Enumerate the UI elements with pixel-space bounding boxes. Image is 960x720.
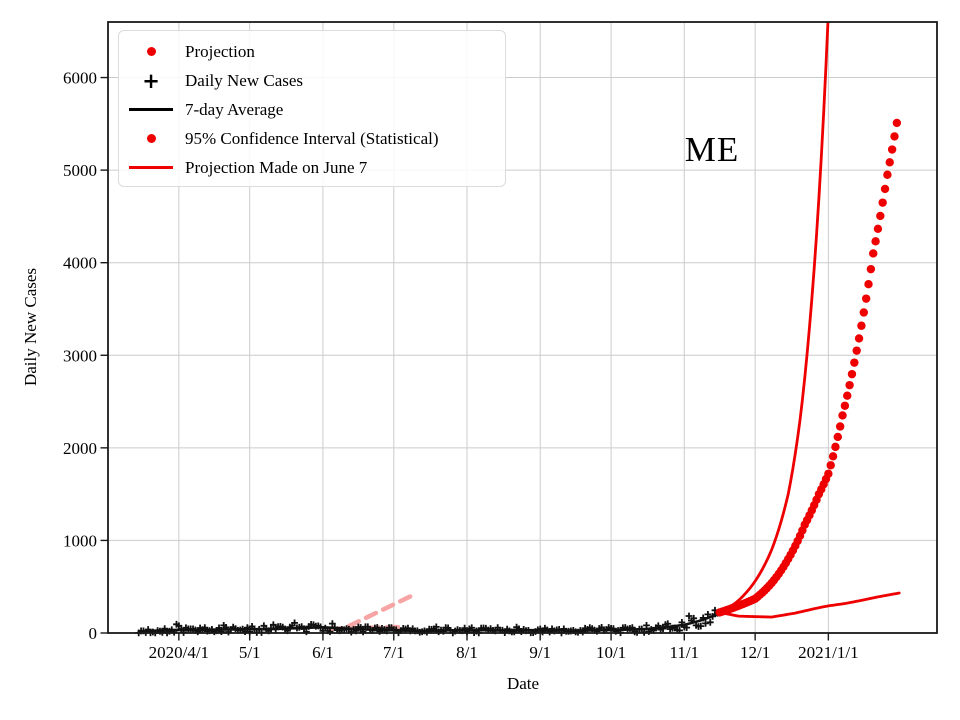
x-tick-label: 2021/1/1 [798,643,858,662]
legend-item: Daily New Cases [125,66,505,95]
legend: Projection Daily New Cases 7-day Average 95… [118,30,506,187]
y-tick-label: 3000 [63,346,97,365]
projection-dot [861,294,871,303]
y-axis-label: Daily New Cases [21,267,40,387]
axes-frame: 0 1000 2000 3000 4000 5000 6000 2020/4/1 5/1 6/1 7… [63,21,938,662]
projection-dot [854,334,864,343]
y-tick-label: 0 [89,624,98,643]
projection-dot [831,442,840,452]
y-tick-label: 5000 [63,161,97,180]
legend-item-label: Projection [185,41,255,61]
projection-dot [840,401,850,410]
legend-item: 95% Confidence Interval (Statistical) [125,124,505,153]
legend-item: Projection Made on June 7 [125,153,505,182]
projection-dot [876,211,885,221]
y-tick-label: 1000 [63,531,97,550]
x-tick-label: 2020/4/1 [149,643,209,662]
legend-marker-dot-icon [125,47,177,56]
x-tick-label: 12/1 [740,643,770,662]
projection-dot [880,184,890,194]
y-tick-label: 4000 [63,254,97,273]
plot-spines [107,21,938,634]
projection-dot [833,432,842,442]
projection-dot [852,346,861,355]
projection-dot [892,118,902,128]
x-tick-label: 5/1 [239,643,261,662]
projection-dot [835,422,845,431]
projection-dot [824,469,833,478]
legend-item-label: 95% Confidence Interval (Statistical) [185,128,439,148]
x-tick-label: 6/1 [312,643,334,662]
projection-dot [869,249,878,258]
projection-dot [826,461,835,470]
legend-item: Projection [125,37,505,66]
x-tick-label: 9/1 [529,643,551,662]
legend-item-label: Projection Made on June 7 [185,157,368,177]
projection-dot [845,380,854,390]
legend-marker-line-icon [125,166,177,170]
y-tick-label: 6000 [63,69,97,88]
projection-dot [890,132,899,141]
projection-dot [828,452,838,461]
projection-dot [843,391,852,400]
series-line [718,591,901,619]
projection-dot [859,308,868,317]
legend-marker-dot-icon [125,134,177,143]
projection-dot [838,411,847,420]
projection-dot [866,264,876,274]
projection-dot [850,358,859,367]
projection-dot [873,224,883,234]
x-tick-label: 8/1 [456,643,478,662]
x-tick-label: 10/1 [596,643,626,662]
projection-dot [871,237,880,246]
projection-dot [878,198,887,207]
series-dashed-line [346,594,413,629]
legend-marker-plus-icon [125,74,177,88]
series-line [137,611,722,634]
legend-item-label: Daily New Cases [185,70,304,90]
projection-dot [883,170,892,179]
legend-item: 7-day Average [125,95,505,124]
series-line [718,22,830,614]
x-axis-label: Date [506,674,540,693]
projection-dot [885,158,894,167]
y-tick-label: 2000 [63,439,97,458]
data-series [135,22,902,637]
projection-dot [857,321,866,330]
projection-dot [864,280,873,289]
legend-item-label: 7-day Average [185,99,284,119]
x-tick-label: 11/1 [669,643,699,662]
x-tick-label: 7/1 [383,643,405,662]
state-annotation: ME [684,130,740,169]
projection-dot [847,369,857,379]
legend-marker-line-icon [125,108,177,112]
projection-dot [887,145,897,154]
